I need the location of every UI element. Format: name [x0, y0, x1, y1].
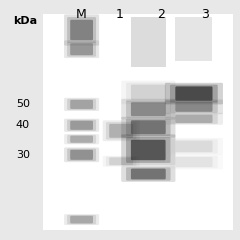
FancyBboxPatch shape — [126, 119, 171, 136]
Text: 3: 3 — [201, 8, 209, 21]
FancyBboxPatch shape — [103, 156, 140, 167]
FancyBboxPatch shape — [170, 85, 218, 103]
FancyBboxPatch shape — [67, 149, 96, 161]
FancyBboxPatch shape — [70, 100, 93, 109]
FancyBboxPatch shape — [67, 99, 96, 110]
FancyBboxPatch shape — [121, 81, 175, 104]
FancyBboxPatch shape — [67, 120, 96, 131]
FancyBboxPatch shape — [67, 17, 96, 43]
FancyBboxPatch shape — [165, 99, 223, 114]
Text: 2: 2 — [157, 8, 165, 21]
FancyBboxPatch shape — [64, 40, 99, 58]
FancyBboxPatch shape — [70, 20, 93, 40]
FancyBboxPatch shape — [106, 157, 136, 166]
FancyBboxPatch shape — [64, 147, 99, 162]
Text: 1: 1 — [116, 8, 124, 21]
FancyBboxPatch shape — [106, 122, 136, 139]
FancyBboxPatch shape — [126, 137, 171, 163]
FancyBboxPatch shape — [70, 121, 93, 130]
FancyBboxPatch shape — [131, 120, 166, 134]
FancyBboxPatch shape — [121, 117, 175, 138]
FancyBboxPatch shape — [67, 215, 96, 224]
FancyBboxPatch shape — [165, 155, 223, 169]
FancyBboxPatch shape — [165, 138, 223, 155]
FancyBboxPatch shape — [170, 114, 218, 124]
FancyBboxPatch shape — [64, 214, 99, 225]
FancyBboxPatch shape — [131, 85, 166, 100]
Text: 50: 50 — [16, 99, 30, 109]
FancyBboxPatch shape — [121, 134, 175, 166]
FancyBboxPatch shape — [175, 115, 213, 123]
FancyBboxPatch shape — [175, 141, 213, 152]
FancyBboxPatch shape — [131, 168, 166, 180]
FancyBboxPatch shape — [67, 135, 96, 144]
FancyBboxPatch shape — [170, 156, 218, 168]
FancyBboxPatch shape — [64, 119, 99, 132]
FancyBboxPatch shape — [70, 150, 93, 160]
FancyBboxPatch shape — [109, 157, 133, 165]
FancyBboxPatch shape — [70, 136, 93, 143]
FancyBboxPatch shape — [165, 83, 223, 104]
FancyBboxPatch shape — [131, 140, 166, 160]
FancyBboxPatch shape — [64, 98, 99, 111]
Text: 30: 30 — [16, 150, 30, 160]
FancyBboxPatch shape — [175, 157, 213, 167]
FancyBboxPatch shape — [64, 134, 99, 144]
Text: 40: 40 — [16, 120, 30, 130]
FancyBboxPatch shape — [70, 216, 93, 223]
FancyBboxPatch shape — [126, 101, 171, 118]
FancyBboxPatch shape — [131, 102, 166, 116]
FancyBboxPatch shape — [165, 113, 223, 125]
Bar — [175, 17, 212, 61]
FancyBboxPatch shape — [70, 43, 93, 55]
FancyBboxPatch shape — [126, 167, 171, 181]
FancyBboxPatch shape — [170, 101, 218, 113]
FancyBboxPatch shape — [67, 42, 96, 57]
Bar — [131, 17, 166, 67]
FancyBboxPatch shape — [109, 124, 133, 138]
Bar — [43, 14, 233, 230]
FancyBboxPatch shape — [170, 139, 218, 154]
Text: M: M — [76, 8, 87, 21]
Text: kDa: kDa — [13, 16, 37, 26]
FancyBboxPatch shape — [175, 102, 213, 112]
FancyBboxPatch shape — [121, 166, 175, 182]
FancyBboxPatch shape — [103, 120, 140, 141]
FancyBboxPatch shape — [121, 99, 175, 120]
FancyBboxPatch shape — [126, 83, 171, 102]
FancyBboxPatch shape — [175, 86, 213, 101]
FancyBboxPatch shape — [64, 14, 99, 46]
